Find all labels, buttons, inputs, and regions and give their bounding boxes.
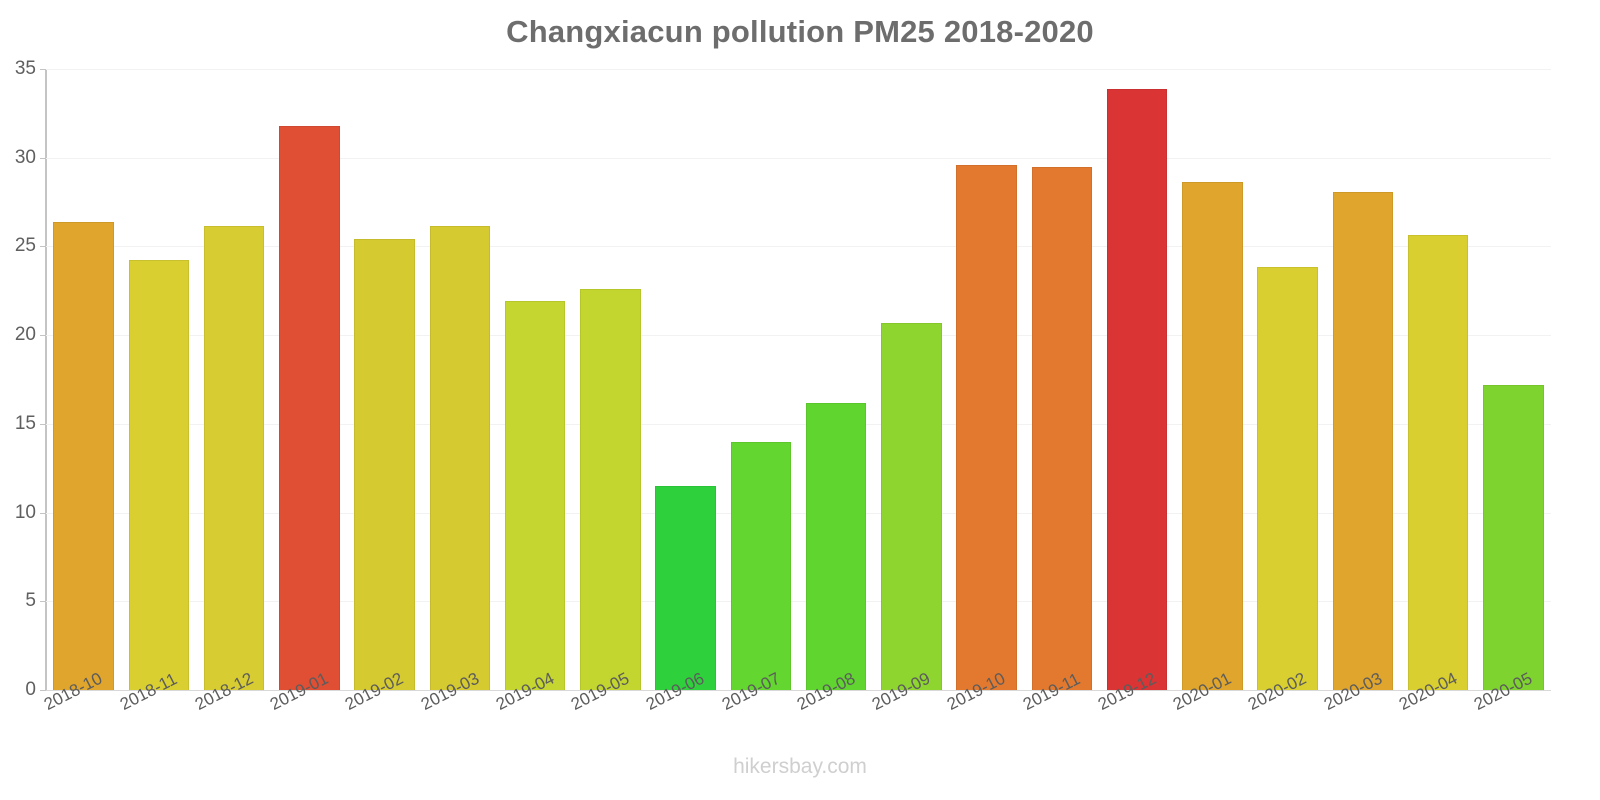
bar[interactable]	[128, 259, 190, 690]
watermark: hikersbay.com	[733, 755, 867, 778]
bar[interactable]	[1257, 266, 1318, 690]
bar[interactable]	[429, 226, 491, 690]
bar[interactable]	[881, 322, 942, 690]
bar[interactable]	[203, 226, 265, 690]
gridline	[46, 335, 1551, 337]
y-tick-label: 20	[14, 324, 36, 346]
bar[interactable]	[1483, 384, 1544, 690]
gridline	[46, 512, 1551, 514]
bar[interactable]	[580, 289, 641, 690]
bar[interactable]	[956, 164, 1017, 690]
y-tick-label: 30	[14, 146, 36, 168]
bar[interactable]	[1407, 234, 1469, 690]
gridline	[46, 69, 1551, 70]
y-tick-label: 5	[25, 590, 36, 612]
y-tick-label: 0	[25, 679, 36, 700]
bar[interactable]	[655, 485, 716, 690]
bar[interactable]	[1106, 89, 1168, 690]
bar[interactable]	[53, 221, 114, 690]
gridline	[46, 246, 1551, 248]
y-tick-label: 35	[14, 58, 36, 79]
bar[interactable]	[504, 301, 566, 690]
chart-title: Changxiacun pollution PM25 2018-2020	[506, 14, 1094, 49]
gridline	[46, 423, 1551, 425]
gridline	[46, 157, 1551, 159]
y-axis-line	[45, 69, 47, 691]
bar[interactable]	[1031, 166, 1093, 690]
bar[interactable]	[354, 239, 415, 690]
y-tick-label: 15	[14, 412, 36, 434]
gridline	[46, 601, 1551, 603]
bar[interactable]	[1182, 181, 1243, 690]
bar[interactable]	[1332, 192, 1394, 690]
plot-area	[46, 69, 1551, 691]
gridline	[46, 690, 1551, 691]
y-tick-label: 25	[14, 235, 36, 257]
bar[interactable]	[730, 441, 792, 690]
bar[interactable]	[279, 125, 340, 690]
bar[interactable]	[805, 402, 867, 690]
y-tick-label: 10	[14, 501, 36, 523]
